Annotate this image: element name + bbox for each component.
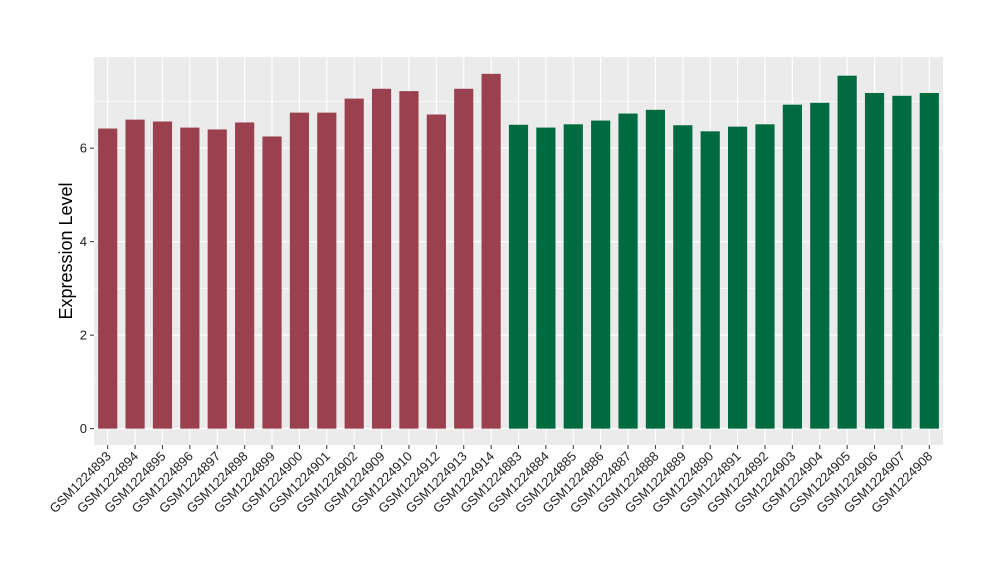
bar-GSM1224910 xyxy=(399,91,419,429)
bar-GSM1224897 xyxy=(207,129,227,429)
bar-GSM1224884 xyxy=(536,127,556,429)
x-axis: GSM1224893GSM1224894GSM1224895GSM1224896… xyxy=(46,445,935,516)
y-tick-label: 2 xyxy=(80,328,87,343)
bar-GSM1224913 xyxy=(454,88,474,429)
y-axis-title: Expression Level xyxy=(56,182,76,319)
bar-GSM1224905 xyxy=(837,75,857,429)
bar-GSM1224909 xyxy=(371,88,392,429)
bar-GSM1224906 xyxy=(864,92,885,429)
bar-GSM1224894 xyxy=(125,119,145,429)
bar-GSM1224900 xyxy=(289,112,309,429)
bar-GSM1224904 xyxy=(810,102,830,429)
bar-GSM1224885 xyxy=(563,124,583,429)
bar-GSM1224896 xyxy=(180,127,200,429)
bar-GSM1224907 xyxy=(892,95,912,429)
bar-GSM1224886 xyxy=(591,120,611,429)
bar-GSM1224889 xyxy=(673,125,693,429)
bar-GSM1224914 xyxy=(481,73,501,429)
bar-GSM1224883 xyxy=(508,124,529,429)
bar-GSM1224890 xyxy=(700,131,720,429)
bar-GSM1224902 xyxy=(344,98,364,429)
y-tick-label: 6 xyxy=(80,141,87,156)
bar-GSM1224912 xyxy=(426,114,446,429)
y-axis: 0 2 4 6 xyxy=(80,141,94,436)
bar-GSM1224903 xyxy=(782,104,802,429)
bar-GSM1224908 xyxy=(919,92,939,429)
y-tick-label: 4 xyxy=(80,234,87,249)
bar-GSM1224898 xyxy=(235,122,255,429)
bar-GSM1224901 xyxy=(317,112,337,429)
bar-GSM1224893 xyxy=(98,128,118,429)
bar-GSM1224887 xyxy=(618,113,638,429)
bar-GSM1224888 xyxy=(645,109,666,429)
bar-GSM1224895 xyxy=(152,121,173,429)
bar-GSM1224892 xyxy=(755,124,775,429)
bar-GSM1224899 xyxy=(262,136,282,429)
bars xyxy=(98,73,939,429)
bar-GSM1224891 xyxy=(728,126,748,429)
y-tick-label: 0 xyxy=(80,421,87,436)
